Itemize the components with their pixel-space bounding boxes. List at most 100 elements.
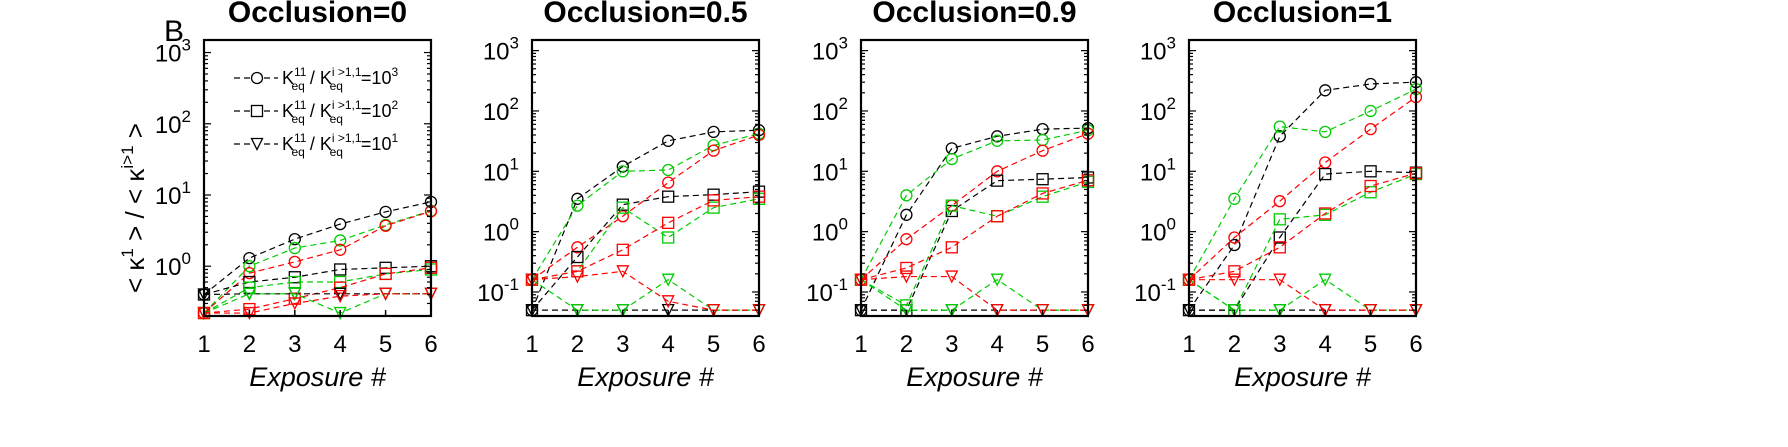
x-tick-label: 2: [1228, 331, 1241, 358]
x-tick-label: 6: [424, 331, 437, 358]
y-tick-base: 10: [806, 280, 833, 307]
data-point: [288, 275, 301, 289]
data-point: [333, 287, 347, 301]
data-point: [1228, 192, 1241, 205]
series-line: [1189, 170, 1417, 311]
y-tick-exponent: -1: [1161, 275, 1176, 294]
y-tick-label: 100: [1140, 215, 1176, 247]
data-point: [1319, 125, 1332, 139]
series-line: [860, 129, 1089, 280]
y-tick-base: 10: [812, 220, 839, 247]
series-line: [1188, 88, 1417, 280]
legend-label-part: i >1,1: [332, 98, 362, 112]
data-point: [1364, 165, 1377, 178]
series-line: [531, 278, 759, 311]
data-point: [707, 194, 720, 207]
data-point: [945, 304, 959, 318]
data-point: [334, 234, 347, 247]
y-tick-base: 10: [812, 159, 839, 186]
data-point: [662, 134, 675, 147]
data-point: [707, 144, 720, 157]
data-point: [1036, 144, 1049, 157]
x-tick-label: 1: [1182, 331, 1195, 358]
data-point: [990, 304, 1004, 318]
legend-label-part: / K: [305, 101, 332, 121]
data-point: [288, 287, 302, 301]
series-line: [860, 181, 1089, 307]
data-point: [1036, 187, 1049, 200]
data-point: [1228, 238, 1241, 252]
x-axis-label: Exposure #: [1234, 362, 1372, 392]
data-point: [379, 219, 392, 232]
data-point: [243, 260, 256, 273]
y-tick-base: 10: [1140, 99, 1167, 126]
panel-title: Occlusion=0.5: [543, 0, 747, 29]
data-point: [1364, 186, 1377, 199]
y-tick-label: 102: [155, 107, 191, 139]
axes-frame: [530, 38, 761, 318]
legend-label-part: 11: [294, 98, 307, 112]
x-axis-label: Exposure #: [906, 362, 1044, 392]
data-point: [662, 190, 675, 203]
data-point: [288, 255, 301, 269]
data-point: [1227, 273, 1241, 287]
y-tick-exponent: 0: [1167, 215, 1176, 234]
chart-panel: Occlusion=11 2 3 4 5 610-1100101102103Exposur…: [1134, 0, 1423, 392]
legend-label-part: K: [282, 134, 294, 154]
legend-label-part: =10: [361, 68, 392, 88]
y-axis-label-part: < κ: [120, 257, 150, 293]
data-point: [1319, 84, 1332, 97]
panel-title: Occlusion=0.9: [872, 0, 1076, 29]
data-point: [1273, 195, 1286, 208]
y-tick-label: 101: [812, 154, 848, 186]
legend-label-part: eq: [291, 145, 304, 159]
legend-label-part: =10: [361, 101, 392, 121]
data-point: [1364, 122, 1377, 136]
y-tick-label: 103: [155, 36, 191, 68]
data-point: [1228, 231, 1241, 244]
data-point: [1364, 77, 1377, 91]
data-point: [991, 130, 1004, 143]
series-line: [204, 293, 431, 314]
data-point: [616, 165, 629, 178]
legend-label-part: 11: [294, 131, 307, 145]
legend-label: K11 eq / Ki >1,1 eq =102: [282, 98, 398, 126]
data-point: [570, 270, 584, 284]
series-line: [531, 270, 759, 311]
legend-label-part: eq: [330, 79, 343, 93]
data-point: [334, 217, 347, 231]
data-point: [379, 287, 393, 301]
data-point: [990, 273, 1004, 287]
y-tick-label: 102: [483, 94, 519, 126]
data-point: [1273, 213, 1286, 226]
y-tick-base: 10: [155, 41, 182, 68]
series-line: [861, 176, 1089, 311]
data-point: [707, 201, 720, 214]
x-tick-label: 5: [1036, 331, 1049, 358]
data-point: [662, 216, 675, 229]
legend-label-part: 1: [391, 131, 398, 145]
x-axis-label: Exposure #: [249, 362, 387, 392]
series-line: [860, 275, 1088, 311]
y-tick-exponent: 3: [510, 34, 519, 53]
legend-label-part: 2: [391, 98, 398, 112]
legend-label-part: eq: [291, 79, 304, 93]
data-point: [945, 241, 958, 254]
data-point: [991, 210, 1004, 223]
data-point: [1273, 231, 1286, 244]
data-point: [570, 304, 584, 318]
y-tick-label: 103: [812, 34, 848, 66]
data-point: [1273, 273, 1287, 287]
series-line: [203, 268, 432, 314]
y-tick-base: 10: [155, 254, 182, 281]
data-point: [899, 270, 913, 284]
y-tick-label: 102: [1140, 94, 1176, 126]
y-tick-label: 102: [812, 94, 848, 126]
data-point: [571, 250, 584, 264]
data-point: [945, 152, 958, 166]
legend-label: K11 eq / Ki >1,1 eq =101: [282, 131, 398, 159]
axes-frame: [1187, 38, 1418, 318]
y-tick-base: 10: [483, 220, 510, 247]
x-tick-label: 5: [707, 331, 720, 358]
